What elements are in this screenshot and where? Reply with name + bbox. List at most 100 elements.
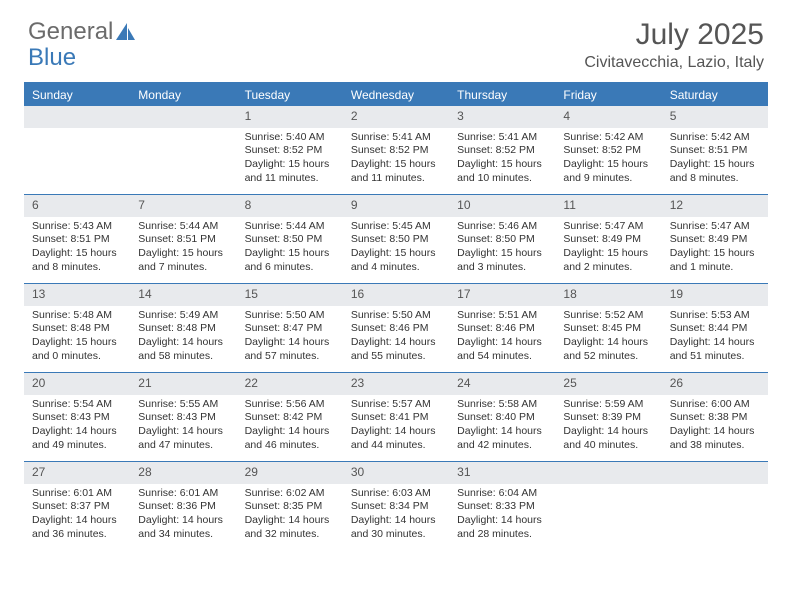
header: General July 2025 Civitavecchia, Lazio, … [0, 0, 792, 80]
sunset-line: Sunset: 8:43 PM [32, 411, 122, 425]
daylight-line: Daylight: 15 hours and 1 minute. [670, 247, 760, 274]
daylight-line: Daylight: 15 hours and 8 minutes. [32, 247, 122, 274]
day-cell: 15Sunrise: 5:50 AMSunset: 8:47 PMDayligh… [237, 284, 343, 372]
daylight-line: Daylight: 15 hours and 9 minutes. [563, 158, 653, 185]
day-number: 4 [555, 106, 661, 128]
sunset-line: Sunset: 8:52 PM [245, 144, 335, 158]
day-cell: 10Sunrise: 5:46 AMSunset: 8:50 PMDayligh… [449, 195, 555, 283]
day-cell: 24Sunrise: 5:58 AMSunset: 8:40 PMDayligh… [449, 373, 555, 461]
day-cell: 29Sunrise: 6:02 AMSunset: 8:35 PMDayligh… [237, 462, 343, 550]
daylight-line: Daylight: 15 hours and 7 minutes. [138, 247, 228, 274]
sunrise-line: Sunrise: 5:42 AM [563, 131, 653, 145]
day-cell: 27Sunrise: 6:01 AMSunset: 8:37 PMDayligh… [24, 462, 130, 550]
sunset-line: Sunset: 8:38 PM [670, 411, 760, 425]
logo-text-1: General [28, 18, 113, 46]
day-body: Sunrise: 5:54 AMSunset: 8:43 PMDaylight:… [24, 395, 130, 457]
calendar: SundayMondayTuesdayWednesdayThursdayFrid… [24, 82, 768, 550]
sunset-line: Sunset: 8:33 PM [457, 500, 547, 514]
daylight-line: Daylight: 15 hours and 2 minutes. [563, 247, 653, 274]
day-cell [662, 462, 768, 550]
title-block: July 2025 Civitavecchia, Lazio, Italy [584, 18, 764, 72]
daylight-line: Daylight: 15 hours and 10 minutes. [457, 158, 547, 185]
sunset-line: Sunset: 8:34 PM [351, 500, 441, 514]
day-body: Sunrise: 5:50 AMSunset: 8:47 PMDaylight:… [237, 306, 343, 368]
day-cell: 17Sunrise: 5:51 AMSunset: 8:46 PMDayligh… [449, 284, 555, 372]
sunset-line: Sunset: 8:50 PM [457, 233, 547, 247]
sunset-line: Sunset: 8:44 PM [670, 322, 760, 336]
sunset-line: Sunset: 8:52 PM [563, 144, 653, 158]
sunset-line: Sunset: 8:52 PM [457, 144, 547, 158]
day-cell: 9Sunrise: 5:45 AMSunset: 8:50 PMDaylight… [343, 195, 449, 283]
daylight-line: Daylight: 14 hours and 44 minutes. [351, 425, 441, 452]
sunset-line: Sunset: 8:51 PM [670, 144, 760, 158]
day-number: 25 [555, 373, 661, 395]
day-cell: 1Sunrise: 5:40 AMSunset: 8:52 PMDaylight… [237, 106, 343, 194]
day-cell: 28Sunrise: 6:01 AMSunset: 8:36 PMDayligh… [130, 462, 236, 550]
sunrise-line: Sunrise: 5:44 AM [245, 220, 335, 234]
sunrise-line: Sunrise: 5:45 AM [351, 220, 441, 234]
sunset-line: Sunset: 8:36 PM [138, 500, 228, 514]
day-body: Sunrise: 5:41 AMSunset: 8:52 PMDaylight:… [343, 128, 449, 190]
day-body: Sunrise: 5:45 AMSunset: 8:50 PMDaylight:… [343, 217, 449, 279]
daylight-line: Daylight: 15 hours and 6 minutes. [245, 247, 335, 274]
daylight-line: Daylight: 14 hours and 30 minutes. [351, 514, 441, 541]
sunrise-line: Sunrise: 5:41 AM [457, 131, 547, 145]
sunrise-line: Sunrise: 5:58 AM [457, 398, 547, 412]
sunrise-line: Sunrise: 5:44 AM [138, 220, 228, 234]
day-body: Sunrise: 5:50 AMSunset: 8:46 PMDaylight:… [343, 306, 449, 368]
day-number: 2 [343, 106, 449, 128]
day-number: 1 [237, 106, 343, 128]
day-cell: 22Sunrise: 5:56 AMSunset: 8:42 PMDayligh… [237, 373, 343, 461]
day-cell: 2Sunrise: 5:41 AMSunset: 8:52 PMDaylight… [343, 106, 449, 194]
sunrise-line: Sunrise: 6:01 AM [32, 487, 122, 501]
day-number: 12 [662, 195, 768, 217]
day-cell: 13Sunrise: 5:48 AMSunset: 8:48 PMDayligh… [24, 284, 130, 372]
daylight-line: Daylight: 14 hours and 54 minutes. [457, 336, 547, 363]
day-number: 8 [237, 195, 343, 217]
day-body: Sunrise: 5:47 AMSunset: 8:49 PMDaylight:… [662, 217, 768, 279]
sunrise-line: Sunrise: 5:57 AM [351, 398, 441, 412]
sunrise-line: Sunrise: 5:59 AM [563, 398, 653, 412]
day-body: Sunrise: 5:56 AMSunset: 8:42 PMDaylight:… [237, 395, 343, 457]
day-cell: 23Sunrise: 5:57 AMSunset: 8:41 PMDayligh… [343, 373, 449, 461]
day-number: 20 [24, 373, 130, 395]
daylight-line: Daylight: 14 hours and 38 minutes. [670, 425, 760, 452]
day-body: Sunrise: 5:46 AMSunset: 8:50 PMDaylight:… [449, 217, 555, 279]
sunrise-line: Sunrise: 5:53 AM [670, 309, 760, 323]
week-row: 20Sunrise: 5:54 AMSunset: 8:43 PMDayligh… [24, 372, 768, 461]
day-cell: 25Sunrise: 5:59 AMSunset: 8:39 PMDayligh… [555, 373, 661, 461]
sunset-line: Sunset: 8:37 PM [32, 500, 122, 514]
sunrise-line: Sunrise: 5:41 AM [351, 131, 441, 145]
sunrise-line: Sunrise: 6:00 AM [670, 398, 760, 412]
day-number: 14 [130, 284, 236, 306]
sunset-line: Sunset: 8:52 PM [351, 144, 441, 158]
sunrise-line: Sunrise: 6:01 AM [138, 487, 228, 501]
day-cell: 31Sunrise: 6:04 AMSunset: 8:33 PMDayligh… [449, 462, 555, 550]
day-header-cell: Friday [555, 84, 661, 106]
day-cell: 8Sunrise: 5:44 AMSunset: 8:50 PMDaylight… [237, 195, 343, 283]
sunset-line: Sunset: 8:46 PM [457, 322, 547, 336]
daylight-line: Daylight: 15 hours and 0 minutes. [32, 336, 122, 363]
week-row: 1Sunrise: 5:40 AMSunset: 8:52 PMDaylight… [24, 106, 768, 194]
day-cell: 11Sunrise: 5:47 AMSunset: 8:49 PMDayligh… [555, 195, 661, 283]
day-number: 7 [130, 195, 236, 217]
day-header-cell: Tuesday [237, 84, 343, 106]
sunset-line: Sunset: 8:49 PM [670, 233, 760, 247]
day-cell [555, 462, 661, 550]
day-cell: 19Sunrise: 5:53 AMSunset: 8:44 PMDayligh… [662, 284, 768, 372]
day-cell [24, 106, 130, 194]
day-header-cell: Wednesday [343, 84, 449, 106]
sunrise-line: Sunrise: 5:42 AM [670, 131, 760, 145]
sunrise-line: Sunrise: 5:50 AM [245, 309, 335, 323]
day-cell: 20Sunrise: 5:54 AMSunset: 8:43 PMDayligh… [24, 373, 130, 461]
sunset-line: Sunset: 8:48 PM [138, 322, 228, 336]
sunset-line: Sunset: 8:39 PM [563, 411, 653, 425]
sunset-line: Sunset: 8:48 PM [32, 322, 122, 336]
day-number [130, 106, 236, 128]
day-body: Sunrise: 5:44 AMSunset: 8:50 PMDaylight:… [237, 217, 343, 279]
sunrise-line: Sunrise: 5:46 AM [457, 220, 547, 234]
day-header-row: SundayMondayTuesdayWednesdayThursdayFrid… [24, 84, 768, 106]
day-cell [130, 106, 236, 194]
day-number [662, 462, 768, 484]
day-header-cell: Monday [130, 84, 236, 106]
